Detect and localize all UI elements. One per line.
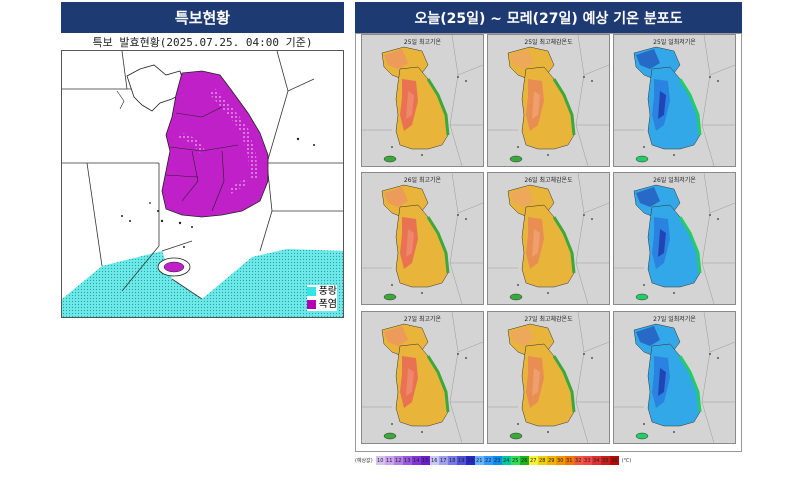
temperature-colorbar: (예상값) 10 11 12 13 14 15 16 17 18 19 20 21 22 23 24 25 26… [355, 454, 742, 467]
forecast-map: 27일 일최저기온 [613, 311, 736, 444]
temperature-map-svg [362, 173, 483, 304]
temperature-map-svg [614, 312, 735, 443]
forecast-map-label: 27일 일최저기온 [653, 316, 696, 323]
forecast-map-label: 26일 최고체감온도 [524, 177, 573, 184]
forecast-panel-title: 오늘(25일) ~ 모레(27일) 예상 기온 분포도 [355, 2, 742, 33]
islands [121, 137, 315, 248]
forecast-map-label: 27일 최고체감온도 [524, 316, 573, 323]
colorbar-step: 29 [546, 456, 556, 465]
forecast-map: 27일 최고기온 [361, 311, 484, 444]
colorbar-label: (예상값) [355, 458, 373, 464]
sea-warning-area [62, 249, 343, 317]
temperature-map-svg [614, 173, 735, 304]
colorbar-step: 25 [510, 456, 520, 465]
colorbar-step: 30 [555, 456, 565, 465]
legend-label: 풍랑 [318, 286, 337, 297]
colorbar-step: 31 [564, 456, 574, 465]
forecast-map-label: 25일 최고체감온도 [524, 39, 573, 46]
forecast-map: 26일 일최저기온 [613, 172, 736, 305]
legend-label: 폭염 [318, 299, 337, 310]
warning-panel-subtitle: 특보 발효현황(2025.07.25. 04:00 기준) [92, 35, 313, 49]
colorbar-step: 36 [609, 456, 619, 465]
colorbar-steps: 10 11 12 13 14 15 16 17 18 19 20 21 22 23 24 25 26 27 28 29… [375, 456, 619, 465]
jeju-heat-wave [163, 261, 185, 273]
forecast-map: 25일 최고체감온도 [487, 34, 610, 167]
forecast-map: 27일 최고체감온도 [487, 311, 610, 444]
temperature-map-svg [362, 312, 483, 443]
temperature-map-svg [488, 35, 609, 166]
legend-swatch [306, 300, 316, 309]
colorbar-step: 26 [519, 456, 529, 465]
colorbar-unit: (℃) [621, 457, 632, 464]
colorbar-step: 19 [456, 456, 466, 465]
forecast-map: 25일 최고기온 [361, 34, 484, 167]
colorbar-step: 14 [411, 456, 421, 465]
colorbar-step: 35 [600, 456, 610, 465]
colorbar-step: 23 [492, 456, 502, 465]
warning-panel-title: 특보현황 [61, 2, 344, 33]
colorbar-step: 12 [393, 456, 403, 465]
colorbar-step: 20 [465, 456, 475, 465]
colorbar-step: 34 [591, 456, 601, 465]
temperature-map-svg [488, 173, 609, 304]
warning-map-svg [62, 51, 343, 317]
temperature-map-svg [614, 35, 735, 166]
colorbar-step: 33 [582, 456, 592, 465]
province-borders [165, 106, 239, 212]
temperature-map-svg [362, 35, 483, 166]
forecast-map-label: 27일 최고기온 [403, 316, 442, 323]
colorbar-step: 24 [501, 456, 511, 465]
forecast-map-label: 25일 일최저기온 [653, 39, 696, 46]
colorbar-step: 17 [438, 456, 448, 465]
colorbar-step: 15 [420, 456, 430, 465]
colorbar-step: 13 [402, 456, 412, 465]
forecast-map-label: 25일 최고기온 [403, 39, 442, 46]
colorbar-step: 16 [429, 456, 439, 465]
warning-map: 풍랑 폭염 [61, 50, 344, 318]
forecast-map-grid: 25일 최고기온 25일 최고체감온도 25일 일최저기온 26일 최고기온 2… [355, 33, 742, 452]
colorbar-step: 27 [528, 456, 538, 465]
colorbar-step: 28 [537, 456, 547, 465]
colorbar-step: 18 [447, 456, 457, 465]
legend-item-heat-wave: 폭염 [306, 298, 337, 311]
colorbar-step: 11 [384, 456, 394, 465]
colorbar-step: 21 [474, 456, 484, 465]
colorbar-step: 32 [573, 456, 583, 465]
forecast-map-label: 26일 일최저기온 [653, 177, 696, 184]
warning-legend: 풍랑 폭염 [306, 285, 337, 311]
legend-swatch [306, 287, 316, 296]
forecast-map: 26일 최고체감온도 [487, 172, 610, 305]
colorbar-step: 22 [483, 456, 493, 465]
forecast-map-label: 26일 최고기온 [403, 177, 442, 184]
temperature-map-svg [488, 312, 609, 443]
colorbar-step: 10 [375, 456, 385, 465]
legend-item-wind-wave: 풍랑 [306, 285, 337, 298]
heat-wave-area [161, 70, 269, 218]
forecast-map: 25일 일최저기온 [613, 34, 736, 167]
forecast-map: 26일 최고기온 [361, 172, 484, 305]
